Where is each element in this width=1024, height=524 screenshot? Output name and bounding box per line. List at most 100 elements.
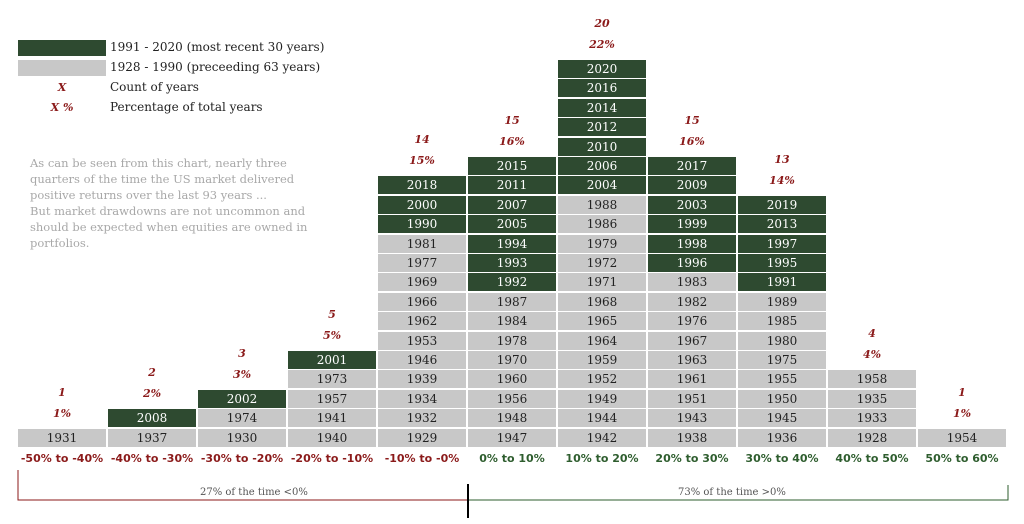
year-cell: 1937 bbox=[108, 428, 196, 447]
count-label: 4 bbox=[868, 327, 876, 341]
year-cell: 1936 bbox=[738, 428, 826, 447]
legend-label-recent: 1991 - 2020 (most recent 30 years) bbox=[110, 40, 325, 54]
year-cell: 1973 bbox=[288, 370, 376, 389]
year-cell: 2007 bbox=[468, 195, 556, 214]
year-cell: 1932 bbox=[378, 409, 466, 428]
chart-note: As can be seen from this chart, nearly t… bbox=[30, 155, 330, 251]
count-label: 2 bbox=[148, 366, 156, 380]
year-cell: 1935 bbox=[828, 389, 916, 408]
category-label: 50% to 60% bbox=[925, 452, 999, 465]
year-cell: 1949 bbox=[558, 389, 646, 408]
year-cell: 1996 bbox=[648, 254, 736, 272]
count-label: 15 bbox=[684, 114, 700, 127]
category-label: -10% to -0% bbox=[384, 452, 460, 465]
year-cell: 2003 bbox=[648, 195, 736, 214]
category-label: 30% to 40% bbox=[745, 452, 819, 465]
year-cell: 1991 bbox=[738, 273, 826, 292]
count-label: 20 bbox=[594, 17, 610, 30]
year-cell: 2011 bbox=[468, 176, 556, 195]
year-cell: 1987 bbox=[468, 292, 556, 311]
count-label: 14 bbox=[414, 133, 430, 147]
year-cell: 1974 bbox=[198, 409, 286, 428]
year-cell: 1969 bbox=[378, 273, 466, 292]
summary-negative: 27% of the time <0% bbox=[200, 487, 308, 498]
legend-label-count: Count of years bbox=[110, 80, 199, 94]
year-cell: 1984 bbox=[468, 312, 556, 331]
category-label: -50% to -40% bbox=[20, 452, 104, 465]
percent-label: 3% bbox=[232, 367, 252, 381]
year-cell: 1976 bbox=[648, 312, 736, 331]
year-cell: 1944 bbox=[558, 409, 646, 428]
legend-key-count: X bbox=[57, 81, 67, 94]
year-cell: 2016 bbox=[558, 79, 646, 98]
year-cell: 1930 bbox=[198, 428, 286, 447]
year-cell: 1955 bbox=[738, 370, 826, 389]
year-cell: 1964 bbox=[558, 331, 646, 350]
note-line: quarters of the time the US market deliv… bbox=[30, 172, 295, 186]
year-cell: 1995 bbox=[738, 254, 826, 272]
summary-positive: 73% of the time >0% bbox=[678, 487, 786, 498]
year-cell: 1997 bbox=[738, 234, 826, 253]
year-cell: 1943 bbox=[648, 409, 736, 428]
year-cell: 1956 bbox=[468, 389, 556, 408]
percent-label: 15% bbox=[409, 154, 435, 168]
note-line: But market drawdowns are not uncommon an… bbox=[30, 204, 306, 218]
year-cell: 1977 bbox=[378, 254, 466, 272]
category-label: -40% to -30% bbox=[110, 452, 194, 465]
year-cell: 2010 bbox=[558, 137, 646, 156]
year-cell: 1982 bbox=[648, 292, 736, 311]
year-cell: 1946 bbox=[378, 351, 466, 369]
year-cell: 1958 bbox=[828, 370, 916, 389]
percent-label: 2% bbox=[142, 387, 162, 401]
year-cell: 1929 bbox=[378, 428, 466, 447]
year-cell: 1968 bbox=[558, 292, 646, 311]
legend-swatch-recent bbox=[18, 40, 106, 56]
count-label: 5 bbox=[328, 308, 336, 321]
year-cell: 1945 bbox=[738, 409, 826, 428]
year-cell: 1990 bbox=[378, 215, 466, 234]
year-cell: 1954 bbox=[918, 428, 1006, 447]
year-cell: 1959 bbox=[558, 351, 646, 369]
note-line: positive returns over the last 93 years … bbox=[30, 188, 267, 202]
year-cell: 1965 bbox=[558, 312, 646, 331]
year-cell: 1986 bbox=[558, 215, 646, 234]
percent-label: 1% bbox=[952, 406, 972, 420]
legend-label-older: 1928 - 1990 (preceeding 63 years) bbox=[110, 60, 321, 74]
year-cell: 2000 bbox=[378, 195, 466, 214]
year-cell: 2014 bbox=[558, 98, 646, 117]
percent-label: 1% bbox=[52, 406, 72, 420]
year-cell: 2004 bbox=[558, 176, 646, 195]
year-cell: 1928 bbox=[828, 428, 916, 447]
percent-label: 16% bbox=[499, 135, 525, 148]
year-cell: 1970 bbox=[468, 351, 556, 369]
year-cell: 1938 bbox=[648, 428, 736, 447]
percent-label: 4% bbox=[862, 348, 882, 362]
year-cell: 1978 bbox=[468, 331, 556, 350]
category-label: 20% to 30% bbox=[655, 452, 729, 465]
year-cell: 1939 bbox=[378, 370, 466, 389]
percent-label: 22% bbox=[589, 38, 615, 51]
note-line: portfolios. bbox=[30, 236, 90, 250]
legend-label-percent: Percentage of total years bbox=[110, 100, 263, 114]
year-cell: 1952 bbox=[558, 370, 646, 389]
year-cell: 2017 bbox=[648, 157, 736, 175]
year-cell: 1971 bbox=[558, 273, 646, 292]
year-cell: 1999 bbox=[648, 215, 736, 234]
year-cell: 1941 bbox=[288, 409, 376, 428]
year-cell: 1947 bbox=[468, 428, 556, 447]
year-cell: 1950 bbox=[738, 389, 826, 408]
year-cell: 2002 bbox=[198, 389, 286, 408]
year-cell: 1931 bbox=[18, 428, 106, 447]
legend-swatch-older bbox=[18, 60, 106, 76]
year-cell: 1983 bbox=[648, 273, 736, 292]
year-cell: 1992 bbox=[468, 273, 556, 292]
category-label: 0% to 10% bbox=[479, 452, 545, 465]
year-cell: 2008 bbox=[108, 409, 196, 428]
year-cell: 2012 bbox=[558, 118, 646, 137]
year-cell: 1988 bbox=[558, 195, 646, 214]
year-cell: 1960 bbox=[468, 370, 556, 389]
count-label: 13 bbox=[774, 152, 790, 166]
year-cell: 2013 bbox=[738, 215, 826, 234]
year-cell: 1953 bbox=[378, 331, 466, 350]
category-label: 10% to 20% bbox=[565, 452, 639, 465]
